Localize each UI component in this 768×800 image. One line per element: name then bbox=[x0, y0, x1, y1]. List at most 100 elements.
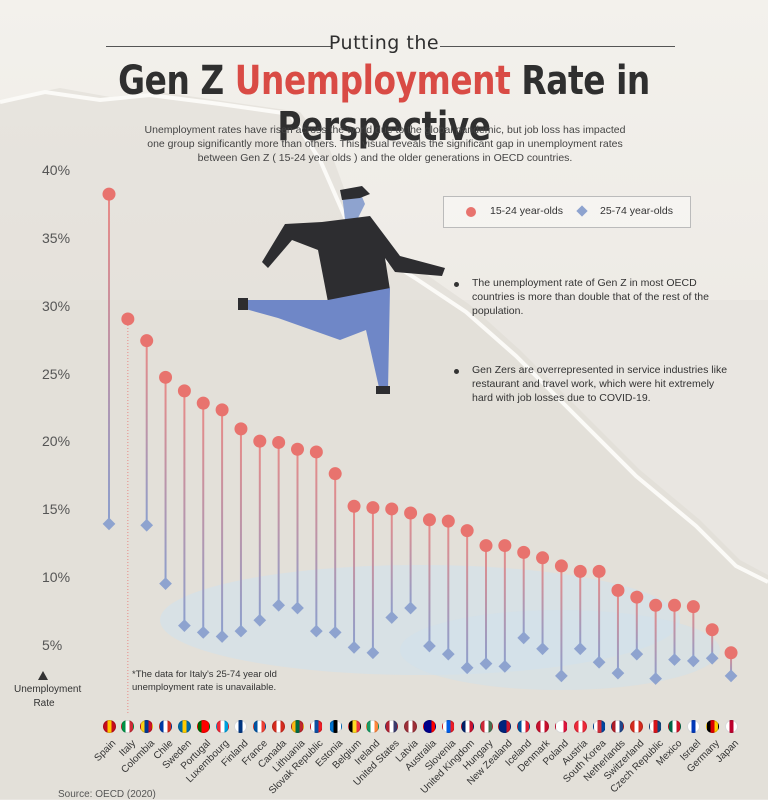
y-tick-label: 40% bbox=[42, 162, 71, 179]
stem-denmark bbox=[541, 557, 544, 649]
stem-ireland bbox=[371, 507, 374, 653]
point-15-24-australia bbox=[422, 513, 436, 527]
stem-chile bbox=[164, 377, 167, 584]
point-15-24-luxembourg bbox=[215, 403, 229, 417]
point-15-24-poland bbox=[554, 559, 568, 573]
legend-old-label: 25-74 year-olds bbox=[600, 205, 673, 217]
flag-icon bbox=[328, 720, 342, 733]
note-1: The unemployment rate of Gen Z in most O… bbox=[472, 277, 709, 317]
stem-netherlands bbox=[616, 590, 619, 674]
flag-icon bbox=[686, 720, 700, 733]
stem-iceland bbox=[522, 552, 525, 638]
stem-switzerland bbox=[635, 597, 638, 655]
point-15-24-france bbox=[253, 434, 267, 448]
point-25-74-iceland bbox=[517, 631, 531, 645]
stem-australia bbox=[428, 519, 431, 646]
stem-new-zealand bbox=[503, 545, 506, 667]
flag-icon bbox=[705, 720, 719, 733]
flag-icon bbox=[554, 720, 568, 733]
y-axis-label: Unemployment Rate bbox=[14, 684, 82, 709]
stem-finland bbox=[239, 428, 242, 632]
legend-young-marker bbox=[466, 207, 476, 217]
stem-united-kingdom bbox=[466, 530, 469, 668]
title-post: Rate in Perspective bbox=[277, 58, 650, 150]
point-25-74-spain bbox=[102, 517, 116, 531]
point-15-24-latvia bbox=[404, 506, 418, 520]
point-25-74-denmark bbox=[536, 642, 549, 656]
y-tick-label: 25% bbox=[42, 365, 71, 382]
point-15-24-ireland bbox=[366, 501, 380, 515]
y-tick-label: 30% bbox=[42, 297, 71, 314]
point-15-24-finland bbox=[234, 422, 248, 436]
point-25-74-united-states bbox=[385, 611, 399, 624]
y-tick-label: 10% bbox=[42, 569, 71, 586]
point-25-74-luxembourg bbox=[215, 630, 229, 643]
flag-icon bbox=[649, 720, 663, 733]
point-25-74-czech-republic bbox=[649, 672, 663, 685]
point-25-74-new-zealand bbox=[498, 659, 512, 673]
point-25-74-latvia bbox=[404, 601, 417, 615]
flag-icon bbox=[159, 720, 173, 733]
flag-icon bbox=[517, 720, 531, 733]
point-25-74-germany bbox=[705, 651, 719, 665]
point-15-24-mexico bbox=[668, 598, 681, 612]
point-25-74-belgium bbox=[347, 640, 361, 654]
y-tick-label: 20% bbox=[42, 433, 71, 450]
flag-icon bbox=[724, 720, 738, 733]
stem-germany bbox=[711, 629, 714, 659]
flag-icon bbox=[102, 720, 116, 733]
point-25-74-japan bbox=[724, 669, 738, 683]
point-15-24-south-korea bbox=[592, 564, 606, 578]
point-15-24-hungary bbox=[479, 539, 493, 553]
source-note: Source: OECD (2020) bbox=[58, 789, 156, 800]
point-15-24-estonia bbox=[328, 467, 342, 481]
point-25-74-slovak-republic bbox=[309, 624, 323, 638]
flag-icon bbox=[404, 720, 418, 733]
stem-south-korea bbox=[598, 571, 601, 663]
point-15-24-portugal bbox=[196, 396, 210, 410]
point-25-74-switzerland bbox=[630, 647, 644, 661]
point-25-74-estonia bbox=[328, 626, 342, 639]
stem-estonia bbox=[334, 473, 337, 633]
flag-icon bbox=[422, 720, 436, 733]
stem-colombia bbox=[145, 340, 148, 526]
point-15-24-belgium bbox=[347, 499, 361, 513]
point-15-24-lithuania bbox=[291, 442, 304, 456]
point-15-24-switzerland bbox=[630, 590, 644, 604]
stem-latvia bbox=[409, 513, 412, 609]
point-25-74-australia bbox=[423, 639, 436, 653]
point-15-24-italy bbox=[121, 312, 135, 326]
point-25-74-colombia bbox=[140, 518, 154, 532]
flag-icon bbox=[177, 720, 191, 733]
title-pre: Gen Z bbox=[118, 58, 235, 104]
flag-icon bbox=[668, 720, 681, 733]
point-25-74-poland bbox=[555, 669, 568, 683]
y-tick-label: 15% bbox=[42, 501, 71, 518]
point-15-24-iceland bbox=[517, 545, 531, 559]
point-25-74-israel bbox=[686, 654, 700, 668]
flag-icon bbox=[460, 720, 474, 733]
flag-icon bbox=[272, 720, 286, 733]
point-15-24-slovenia bbox=[441, 514, 455, 528]
flag-icon bbox=[234, 720, 248, 733]
flag-icon bbox=[196, 720, 210, 733]
subtitle: Unemployment rates have risen across the… bbox=[144, 124, 626, 164]
point-15-24-chile bbox=[159, 370, 173, 384]
stem-lithuania bbox=[296, 449, 299, 609]
stem-israel bbox=[692, 606, 695, 661]
point-15-24-slovak-republic bbox=[309, 445, 323, 459]
stem-hungary bbox=[485, 545, 487, 664]
flag-icon bbox=[536, 720, 550, 733]
flag-icon bbox=[121, 720, 135, 733]
point-25-74-canada bbox=[272, 598, 286, 612]
stem-luxembourg bbox=[221, 409, 224, 637]
axis-arrow-icon bbox=[38, 671, 48, 680]
stem-spain bbox=[108, 194, 110, 524]
legend: 15-24 year-olds 25-74 year-olds bbox=[443, 196, 691, 228]
flag-icon bbox=[309, 720, 323, 733]
flag-icon bbox=[592, 720, 606, 733]
point-25-74-mexico bbox=[668, 653, 681, 666]
stem-united-states bbox=[390, 508, 393, 618]
